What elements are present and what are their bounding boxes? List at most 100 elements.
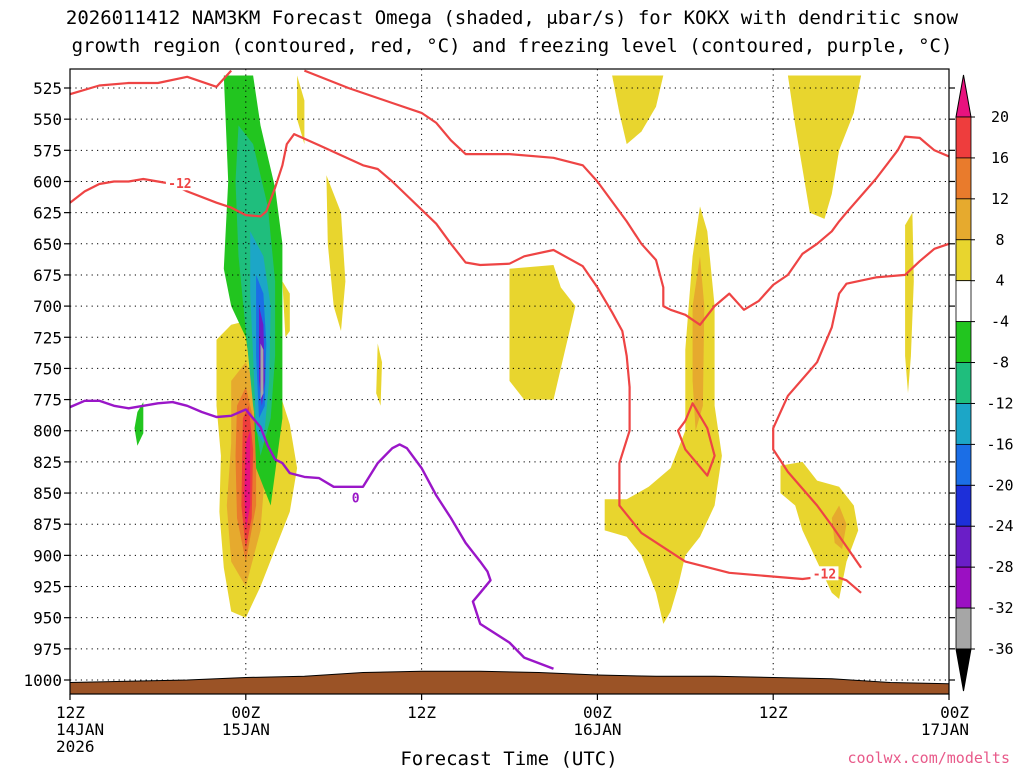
colorbar-bin xyxy=(955,362,972,404)
omega-region xyxy=(692,256,705,431)
colorbar-bin xyxy=(955,403,972,445)
x-tick-label: 16JAN xyxy=(573,720,621,739)
red-contour-line xyxy=(676,402,716,477)
colorbar-bin xyxy=(955,443,972,486)
x-tick-label: 14JAN xyxy=(56,720,104,739)
colorbar-label: 8 xyxy=(995,231,1004,249)
y-tick-label: 575 xyxy=(33,141,62,160)
contour-label-bg xyxy=(341,490,370,505)
contour-labels: -12 -12 0 xyxy=(165,176,839,582)
y-tick-label: 850 xyxy=(33,484,62,503)
x-tick-label: 17JAN xyxy=(921,720,969,739)
colorbar-label: 4 xyxy=(995,272,1004,290)
red-contour-line xyxy=(772,242,949,569)
omega-region xyxy=(831,505,847,550)
contour-label: -12 xyxy=(168,177,191,192)
chart-title-line2: growth region (contoured, red, °C) and f… xyxy=(72,35,953,57)
colorbar-bin xyxy=(955,484,972,527)
y-tick-label: 550 xyxy=(33,110,62,129)
y-tick-label: 825 xyxy=(33,453,62,472)
y-tick-label: 700 xyxy=(33,297,62,316)
y-tick-label: 875 xyxy=(33,515,62,534)
colorbar-label: -4 xyxy=(991,313,1009,331)
y-tick-label: 525 xyxy=(33,79,62,98)
y-tick-label: 925 xyxy=(33,578,62,597)
colorbar-label: 12 xyxy=(991,190,1009,208)
red-contour-line xyxy=(70,133,862,594)
red-contour-line xyxy=(70,69,233,96)
y-tick-label: 900 xyxy=(33,546,62,565)
contour-label: -12 xyxy=(813,567,836,582)
y-tick-label: 750 xyxy=(33,359,62,378)
colorbar-label: -24 xyxy=(986,517,1013,535)
colorbar-label: -36 xyxy=(986,640,1013,658)
colorbar-label: -16 xyxy=(986,435,1013,453)
colorbar-bin xyxy=(955,280,972,323)
omega-region xyxy=(244,430,251,531)
x-tick-label: 12Z xyxy=(56,703,85,722)
y-tick-label: 1000 xyxy=(23,671,62,690)
colorbar-label: -8 xyxy=(991,354,1009,372)
omega-region xyxy=(376,343,382,406)
colorbar-bin xyxy=(955,607,972,650)
colorbar-label: 16 xyxy=(991,149,1009,167)
omega-region xyxy=(780,461,859,599)
omega-region xyxy=(787,75,862,219)
y-tick-label: 725 xyxy=(33,328,62,347)
colorbar-bin xyxy=(955,525,972,568)
colorbar-bin xyxy=(955,566,972,609)
x-tick-label: 00Z xyxy=(583,703,612,722)
x-tick-label: 15JAN xyxy=(222,720,270,739)
y-tick-label: 675 xyxy=(33,266,62,285)
x-tick-label: 12Z xyxy=(759,703,788,722)
omega-shading-layer xyxy=(134,75,914,624)
y-tick-label: 600 xyxy=(33,172,62,191)
credit-text: coolwx.com/modelts xyxy=(847,749,1010,767)
omega-region xyxy=(905,212,914,394)
colorbar-label: -32 xyxy=(986,599,1013,617)
contour-label: 0 xyxy=(352,491,360,506)
x-axis-label: Forecast Time (UTC) xyxy=(400,748,617,768)
contour-label-bg xyxy=(165,176,194,191)
y-tick-label: 950 xyxy=(33,609,62,628)
omega-region xyxy=(297,75,305,145)
colorbar-top-arrow xyxy=(955,74,972,118)
y-tick-label: 775 xyxy=(33,391,62,410)
colorbar-bottom-arrow xyxy=(955,648,972,692)
chart-title-line1: 2026011412 NAM3KM Forecast Omega (shaded… xyxy=(66,7,959,29)
omega-region xyxy=(134,402,144,446)
omega-region xyxy=(612,75,664,145)
colorbar-label: -28 xyxy=(986,558,1013,576)
omega-region xyxy=(326,175,346,331)
contour-layer xyxy=(70,69,949,670)
omega-region xyxy=(260,343,264,400)
colorbar: 20 16 12 8 4 -4 -8 -12 -16 -20 -24 -28 -32 -36 xyxy=(955,74,1014,692)
terrain-fill xyxy=(70,670,949,694)
x-tick-label: 12Z xyxy=(407,703,436,722)
freezing-level-contour xyxy=(70,399,554,670)
y-axis: 525 550 575 600 625 650 675 700 725 750 775 800 825 8… xyxy=(23,79,955,690)
y-tick-label: 625 xyxy=(33,204,62,223)
x-tick-label: 00Z xyxy=(940,703,969,722)
red-contour-line xyxy=(303,69,949,326)
contour-label-bg xyxy=(810,566,839,581)
colorbar-bin xyxy=(955,116,972,159)
colorbar-bin xyxy=(955,239,972,282)
y-tick-label: 975 xyxy=(33,640,62,659)
colorbar-bin xyxy=(955,157,972,200)
colorbar-label: -20 xyxy=(986,476,1013,494)
omega-region xyxy=(509,265,576,400)
terrain-layer xyxy=(70,670,949,694)
colorbar-label: 20 xyxy=(991,108,1009,126)
y-tick-label: 650 xyxy=(33,235,62,254)
colorbar-bin xyxy=(955,321,972,363)
x-tick-label: 00Z xyxy=(231,703,260,722)
plot-frame xyxy=(69,68,950,695)
y-tick-label: 800 xyxy=(33,422,62,441)
omega-region xyxy=(282,281,290,338)
colorbar-label: -12 xyxy=(986,394,1013,412)
colorbar-bin xyxy=(955,198,972,241)
x-tick-label: 2026 xyxy=(56,737,95,756)
